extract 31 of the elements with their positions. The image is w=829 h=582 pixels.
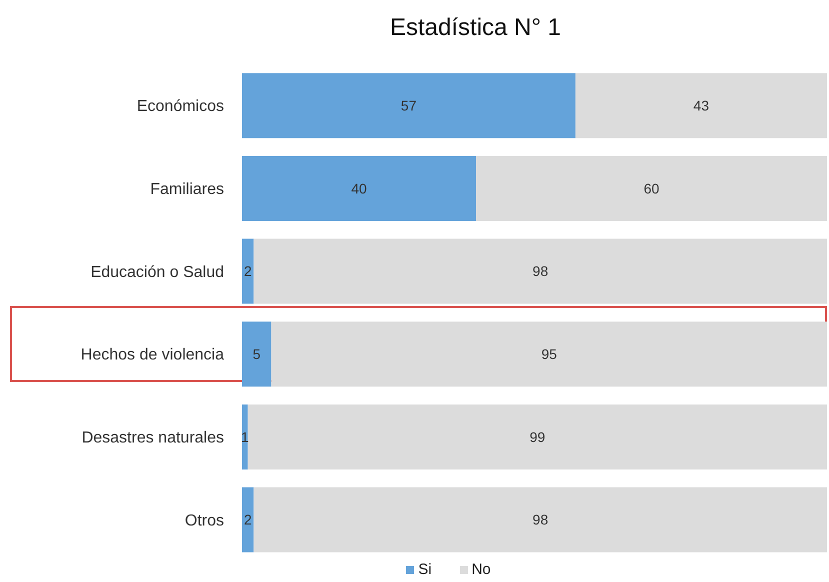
legend-label: Si — [417, 561, 432, 578]
bar — [242, 73, 576, 138]
y-tick-label: Económicos — [136, 98, 224, 116]
chart-title: Estadística N° 1 — [389, 14, 562, 42]
data-label: 57 — [400, 98, 417, 114]
bar — [248, 404, 827, 470]
data-label: 5 — [252, 346, 261, 362]
bar — [271, 322, 827, 387]
y-tick-label: Educación o Salud — [90, 264, 224, 281]
bar — [242, 156, 476, 221]
data-label: 40 — [351, 180, 367, 196]
data-label: 95 — [541, 346, 558, 362]
data-label: 98 — [532, 263, 548, 280]
bar — [242, 238, 254, 304]
y-tick-label: Familiares — [150, 180, 224, 198]
data-label: 43 — [693, 98, 710, 114]
bar — [575, 73, 827, 138]
data-label: 60 — [644, 180, 660, 196]
bar — [476, 156, 827, 221]
bar — [254, 238, 827, 304]
y-tick-label: Desastres naturales — [82, 429, 224, 446]
data-label: 99 — [530, 428, 546, 445]
bar — [242, 487, 254, 552]
y-tick-label: Hechos de violencia — [80, 346, 224, 364]
bar — [242, 322, 272, 387]
legend-label: No — [470, 561, 491, 578]
data-label: 2 — [244, 512, 252, 528]
bar — [254, 487, 827, 552]
data-label: 98 — [532, 512, 548, 528]
data-label: 2 — [244, 263, 252, 280]
y-tick-label: Otros — [184, 512, 224, 530]
